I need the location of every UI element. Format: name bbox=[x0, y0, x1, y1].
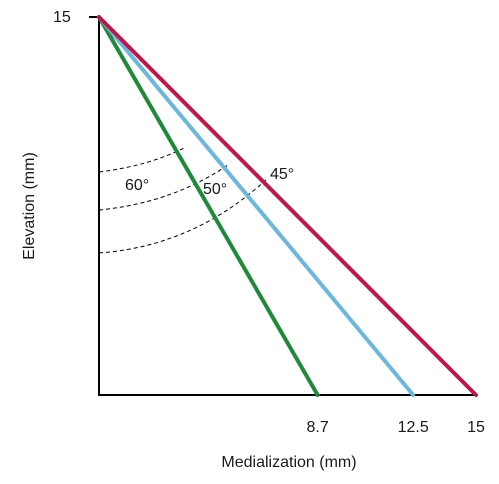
angle-arc-45 bbox=[98, 177, 269, 254]
y-axis-title: Elevation (mm) bbox=[21, 152, 38, 260]
y-tick-label-15: 15 bbox=[53, 9, 71, 26]
series-lines bbox=[97, 15, 478, 397]
x-tick-labels: 8.7 12.5 15 bbox=[307, 419, 485, 436]
x-axis-title: Medialization (mm) bbox=[221, 454, 356, 471]
angle-label: 60° bbox=[125, 177, 149, 194]
angle-labels: 60° 50° 45° bbox=[125, 166, 294, 198]
line-60-degrees bbox=[97, 15, 320, 397]
angle-arc-50 bbox=[98, 164, 229, 211]
x-tick-label: 15 bbox=[467, 419, 485, 436]
x-tick-label: 8.7 bbox=[307, 419, 329, 436]
angle-label: 50° bbox=[203, 181, 227, 198]
line-50-degrees bbox=[97, 15, 416, 397]
angle-label: 45° bbox=[270, 166, 294, 183]
line-45-degrees bbox=[97, 15, 478, 397]
angle-arc-60 bbox=[98, 147, 185, 173]
x-tick-label: 12.5 bbox=[398, 419, 429, 436]
